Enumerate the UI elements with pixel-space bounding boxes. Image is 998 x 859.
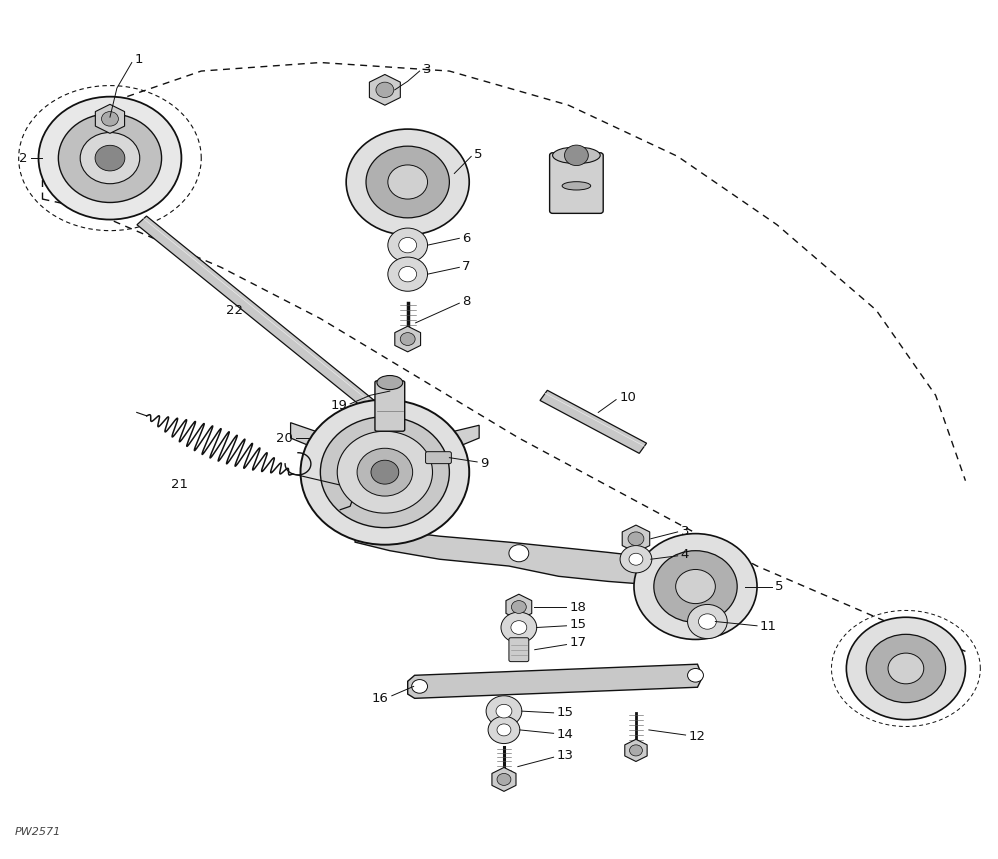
Circle shape <box>688 668 704 682</box>
FancyBboxPatch shape <box>509 637 529 661</box>
Circle shape <box>357 448 412 496</box>
Text: 5: 5 <box>774 580 783 593</box>
Text: 15: 15 <box>570 618 587 631</box>
Text: 4: 4 <box>681 548 689 562</box>
Text: 7: 7 <box>462 260 471 273</box>
Text: 11: 11 <box>760 620 777 633</box>
Circle shape <box>565 145 588 166</box>
Ellipse shape <box>377 375 403 390</box>
Circle shape <box>400 332 415 345</box>
FancyBboxPatch shape <box>375 381 405 431</box>
Polygon shape <box>625 740 647 761</box>
Circle shape <box>497 724 511 736</box>
Circle shape <box>337 431 432 513</box>
Circle shape <box>102 112 119 126</box>
Ellipse shape <box>553 147 600 164</box>
Text: 15: 15 <box>557 706 574 719</box>
Circle shape <box>630 745 643 756</box>
Circle shape <box>366 146 449 218</box>
Text: 6: 6 <box>462 232 471 245</box>
Circle shape <box>411 679 427 693</box>
Circle shape <box>486 696 522 727</box>
Circle shape <box>300 399 469 545</box>
Polygon shape <box>395 326 420 352</box>
Circle shape <box>497 773 511 785</box>
Circle shape <box>388 165 427 199</box>
Polygon shape <box>137 216 399 430</box>
Text: 19: 19 <box>330 399 347 412</box>
Polygon shape <box>408 664 703 698</box>
Text: 22: 22 <box>227 303 244 316</box>
Text: 16: 16 <box>372 691 389 705</box>
Ellipse shape <box>562 182 591 190</box>
FancyBboxPatch shape <box>425 452 451 464</box>
Circle shape <box>509 545 529 562</box>
Polygon shape <box>506 594 532 620</box>
Polygon shape <box>369 75 400 105</box>
Circle shape <box>58 113 162 203</box>
Text: 13: 13 <box>557 749 574 762</box>
Text: 12: 12 <box>689 730 706 743</box>
Polygon shape <box>290 423 479 451</box>
Polygon shape <box>622 525 650 552</box>
Circle shape <box>496 704 512 718</box>
Circle shape <box>80 132 140 184</box>
Circle shape <box>511 600 526 613</box>
Text: 20: 20 <box>275 431 292 445</box>
Circle shape <box>676 570 716 604</box>
Text: 10: 10 <box>619 392 636 405</box>
Circle shape <box>399 237 416 253</box>
Circle shape <box>688 605 728 638</box>
Polygon shape <box>540 390 647 454</box>
Circle shape <box>95 145 125 171</box>
Circle shape <box>846 618 965 720</box>
Text: 2: 2 <box>19 151 28 165</box>
Circle shape <box>388 257 427 291</box>
FancyBboxPatch shape <box>550 153 603 213</box>
Text: 21: 21 <box>172 478 189 491</box>
Circle shape <box>39 97 182 220</box>
Circle shape <box>620 545 652 573</box>
Circle shape <box>371 460 399 484</box>
Polygon shape <box>492 767 516 791</box>
Circle shape <box>866 634 945 703</box>
Text: 5: 5 <box>474 149 483 161</box>
Circle shape <box>629 553 643 565</box>
Polygon shape <box>355 525 686 585</box>
Circle shape <box>699 614 717 629</box>
Circle shape <box>888 653 924 684</box>
Text: 18: 18 <box>570 600 587 613</box>
Text: PW2571: PW2571 <box>15 827 61 838</box>
Text: 8: 8 <box>462 295 471 308</box>
Polygon shape <box>96 104 125 133</box>
Circle shape <box>320 417 449 527</box>
Text: 14: 14 <box>557 728 574 740</box>
Text: 9: 9 <box>480 457 488 470</box>
Text: 3: 3 <box>681 525 689 538</box>
Circle shape <box>654 551 738 623</box>
Text: 3: 3 <box>422 63 431 76</box>
Circle shape <box>399 266 416 282</box>
Circle shape <box>628 532 644 545</box>
Circle shape <box>634 533 757 639</box>
Circle shape <box>388 228 427 262</box>
Circle shape <box>376 82 394 98</box>
Text: 1: 1 <box>135 53 144 66</box>
Text: 17: 17 <box>570 637 587 649</box>
Circle shape <box>346 129 469 235</box>
Circle shape <box>501 612 537 643</box>
Circle shape <box>511 621 527 634</box>
Circle shape <box>488 716 520 744</box>
